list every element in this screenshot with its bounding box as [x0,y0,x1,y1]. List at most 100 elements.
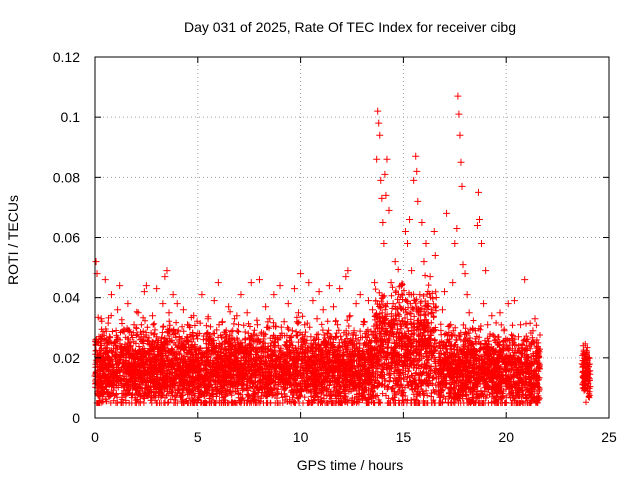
data-point [431,252,439,260]
data-point [196,360,204,368]
data-point [397,282,405,290]
data-point [107,291,115,299]
data-point [270,291,278,299]
data-point [412,152,420,160]
x-tick-label: 15 [396,429,412,445]
data-point [531,315,539,323]
data-point [264,372,272,380]
data-point [506,381,514,389]
y-tick-label: 0.1 [61,109,81,125]
data-point [585,375,593,383]
data-point [455,110,463,118]
data-point [422,240,430,248]
data-point [395,330,403,338]
data-point [474,188,482,196]
data-point [475,215,483,223]
data-point [371,279,379,287]
data-point [453,224,461,232]
data-point [208,372,216,380]
data-point [457,158,465,166]
data-point [583,387,591,395]
data-point [416,291,424,299]
data-point [140,288,148,296]
data-point [426,273,434,281]
data-point [389,300,397,308]
data-point [364,297,372,305]
data-point [478,240,486,248]
data-point [210,297,218,305]
data-point [186,387,194,395]
data-point [529,327,537,335]
y-tick-label: 0 [72,410,80,426]
data-point [379,218,387,226]
data-point [204,315,212,323]
data-points [91,92,593,404]
data-point [348,378,356,386]
x-tick-label: 10 [293,429,309,445]
data-point [253,321,261,329]
x-tick-label: 20 [498,429,514,445]
data-point [221,357,229,365]
data-point [144,351,152,359]
data-point [358,363,366,371]
data-point [245,360,253,368]
y-tick-label: 0.04 [53,290,80,306]
data-point [173,300,181,308]
axis-ticks: 0 5 10 15 20 25 0 0.02 0.04 0.06 0.08 0.1 0.12 [53,49,617,445]
data-point [382,191,390,199]
data-point [325,282,333,290]
data-point [500,327,508,335]
data-point [434,390,442,398]
data-point [103,378,111,386]
data-point [239,369,247,377]
data-point [581,369,589,377]
data-point [342,273,350,281]
data-point [307,333,315,341]
x-tick-label: 25 [601,429,617,445]
y-tick-label: 0.12 [53,49,80,65]
data-point [292,357,300,365]
y-tick-label: 0.02 [53,350,80,366]
data-point [223,333,231,341]
data-point [110,366,118,374]
data-point [414,197,422,205]
data-point [373,155,381,163]
data-point [321,378,329,386]
data-point [99,360,107,368]
data-point [519,378,527,386]
data-point [438,306,446,314]
data-point [350,327,358,335]
data-point [179,306,187,314]
data-point [155,366,163,374]
data-point [161,273,169,281]
data-point [243,309,251,317]
data-point [157,339,165,347]
data-point [266,315,274,323]
data-point [260,330,268,338]
data-point [346,312,354,320]
chart-title: Day 031 of 2025, Rate Of TEC Index for r… [184,19,516,35]
data-point [327,342,335,350]
data-point [383,155,391,163]
data-point [163,267,171,275]
data-point [454,92,462,100]
data-point [385,206,393,214]
data-point [299,348,307,356]
data-point [198,291,206,299]
data-point [488,312,496,320]
data-point [467,348,475,356]
data-point [118,381,126,389]
data-point [332,366,340,374]
data-point [177,342,185,350]
data-point [504,300,512,308]
data-point [272,381,280,389]
x-axis-label: GPS time / hours [297,457,404,473]
data-point [112,348,120,356]
data-point [527,396,535,404]
data-point [356,291,364,299]
data-point [510,297,518,305]
data-point [430,227,438,235]
data-point [480,300,488,308]
data-point [218,318,226,326]
